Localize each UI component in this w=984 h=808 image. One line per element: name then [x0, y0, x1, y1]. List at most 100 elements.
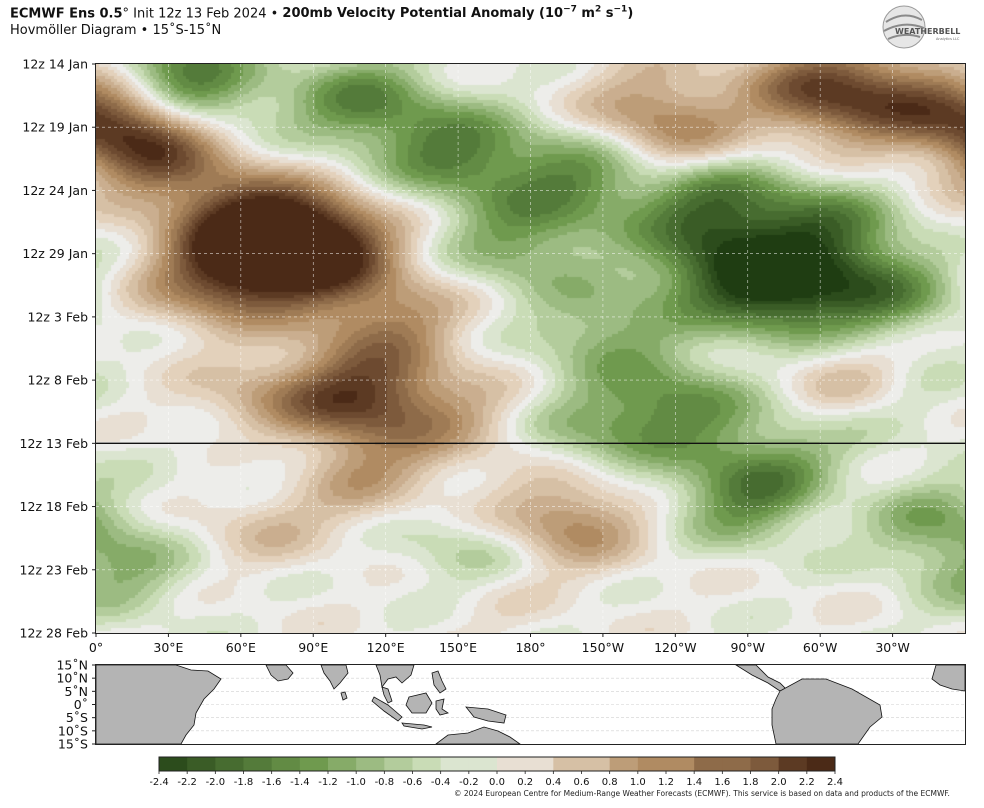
- colorbar-bin: [328, 757, 357, 771]
- west-africa-land: [931, 665, 965, 692]
- x-tick-label: 30°W: [875, 640, 910, 655]
- colorbar-tick-label: 1.8: [743, 777, 759, 788]
- colorbar-bin: [750, 757, 780, 771]
- india-land: [320, 665, 349, 690]
- colorbar-tick-label: 0.2: [517, 777, 533, 788]
- colorbar-bin: [412, 757, 442, 771]
- chart-title: ECMWF Ens 0.5° Init 12z 13 Feb 2024 • 20…: [10, 5, 633, 21]
- x-tick-label: 120°E: [367, 640, 405, 655]
- colorbar-bin: [806, 757, 836, 771]
- colorbar-bin: [722, 757, 751, 771]
- y-tick-label: 12z 29 Jan: [22, 246, 88, 261]
- philippines-land: [431, 670, 447, 694]
- unit-exp-1: −7: [563, 5, 577, 15]
- y-tick-label: 12z 18 Feb: [20, 499, 89, 514]
- colorbar: -2.4 -2.2 -2.0 -1.8 -1.6 -1.4 -1.2 -1.0 -0.8 -0.6…: [150, 756, 843, 788]
- logo-subtext: Analytics LLC: [936, 37, 960, 41]
- colorbar-bin: [384, 757, 413, 771]
- colorbar-bin: [666, 757, 695, 771]
- colorbar-bin: [497, 757, 526, 771]
- arabia-land: [265, 665, 294, 682]
- map-lat-label: 10˚S: [58, 723, 88, 738]
- australia-land: [435, 726, 521, 744]
- map-lat-label: 0˚: [74, 697, 88, 712]
- colorbar-bin: [159, 757, 188, 771]
- colorbar-bin: [581, 757, 611, 771]
- colorbar-tick-label: 2.4: [827, 777, 843, 788]
- y-tick-label: 12z 28 Feb: [20, 626, 89, 641]
- x-tick-label: 120°W: [654, 640, 696, 655]
- colorbar-tick-label: -0.6: [403, 777, 423, 788]
- malay-peninsula-land: [381, 686, 393, 704]
- x-tick-label: 150°E: [439, 640, 477, 655]
- unit-s: s: [601, 6, 614, 22]
- model-name: ECMWF Ens 0.5: [10, 6, 123, 22]
- africa-land: [96, 665, 222, 744]
- init-time: Init 12z 13 Feb 2024 •: [129, 6, 283, 22]
- x-tick-label: 60°E: [226, 640, 256, 655]
- y-tick-label: 12z 8 Feb: [28, 373, 89, 388]
- colorbar-tick-label: 1.2: [658, 777, 674, 788]
- x-tick-label: 90°E: [298, 640, 328, 655]
- y-tick-label: 12z 23 Feb: [20, 562, 89, 577]
- colorbar-tick-label: 0.6: [574, 777, 590, 788]
- colorbar-bin: [468, 757, 498, 771]
- colorbar-tick-label: -2.0: [206, 777, 226, 788]
- colorbar-tick-label: -2.2: [177, 777, 197, 788]
- sumatra-land: [371, 696, 403, 722]
- colorbar-tick-label: 1.4: [686, 777, 702, 788]
- colorbar-tick-label: -0.8: [375, 777, 395, 788]
- y-tick-label: 12z 19 Jan: [22, 120, 88, 135]
- degree-mark: °: [122, 6, 130, 22]
- colorbar-bin: [356, 757, 385, 771]
- sri-lanka-land: [340, 691, 348, 701]
- map-lat-label: 15˚N: [56, 658, 88, 673]
- sulawesi-land: [435, 698, 449, 716]
- colorbar-tick-label: -0.4: [431, 777, 451, 788]
- colorbar-tick-label: -2.4: [150, 777, 169, 788]
- colorbar-bin: [243, 757, 273, 771]
- colorbar-tick-label: -1.4: [290, 777, 310, 788]
- colorbar-bin: [215, 757, 244, 771]
- colorbar-tick-label: -1.8: [234, 777, 254, 788]
- colorbar-tick-label: 0.0: [489, 777, 505, 788]
- colorbar-bin: [440, 757, 470, 771]
- colorbar-bin: [637, 757, 667, 771]
- colorbar-tick-label: 1.0: [630, 777, 646, 788]
- colorbar-tick-label: 1.6: [714, 777, 730, 788]
- unit-exp-2: 2: [594, 5, 602, 15]
- colorbar-tick-label: 0.4: [545, 777, 561, 788]
- x-tick-label: 60°W: [803, 640, 838, 655]
- java-land: [401, 722, 433, 730]
- colorbar-tick-label: -1.6: [262, 777, 282, 788]
- colorbar-bin: [525, 757, 554, 771]
- borneo-land: [405, 692, 433, 714]
- tropical-map-strip: [95, 664, 966, 745]
- colorbar-bin: [187, 757, 216, 771]
- colorbar-bin: [299, 757, 329, 771]
- y-tick-label: 12z 24 Jan: [22, 183, 88, 198]
- x-tick-label: 180°: [515, 640, 545, 655]
- new-guinea-land: [465, 706, 507, 724]
- y-tick-label: 12z 14 Jan: [22, 57, 88, 72]
- x-tick-label: 30°E: [153, 640, 183, 655]
- map-lat-label: 15˚S: [58, 737, 88, 752]
- colorbar-bin: [553, 757, 582, 771]
- map-lat-label: 10˚N: [56, 671, 88, 686]
- field-label: 200mb Velocity Potential Anomaly (10: [282, 6, 564, 22]
- south-america-land: [771, 678, 883, 744]
- field-name: 200mb Velocity Potential Anomaly (10−7 m…: [282, 5, 634, 22]
- land-map: [96, 665, 965, 744]
- colorbar-bin: [609, 757, 639, 771]
- colorbar-tick-label: 0.8: [602, 777, 618, 788]
- copyright-credit: © 2024 European Centre for Medium-Range …: [454, 789, 950, 798]
- colorbar-tick-label: -0.2: [459, 777, 479, 788]
- logo-text: WEATHERBELL: [895, 27, 960, 36]
- colorbar-tick-label: -1.0: [346, 777, 366, 788]
- weatherbell-logo: WEATHERBELL Analytics LLC: [882, 5, 960, 49]
- colorbar-tick-label: 2.0: [771, 777, 787, 788]
- unit-close: ): [627, 6, 634, 22]
- unit-m: m: [576, 6, 595, 22]
- unit-exp-3: −1: [613, 5, 628, 15]
